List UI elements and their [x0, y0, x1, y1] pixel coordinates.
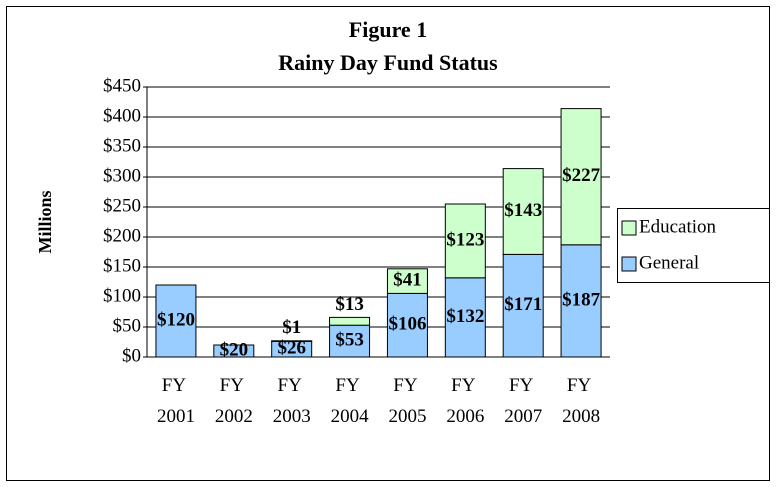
- data-label: $143: [504, 200, 542, 221]
- bar-segment: [329, 316, 371, 326]
- y-axis-label: Millions: [35, 190, 55, 253]
- data-label: $20: [220, 339, 249, 360]
- x-tick-line: 2006: [446, 406, 484, 427]
- bar-segment: [502, 168, 544, 255]
- bar-segment: [271, 340, 313, 342]
- bar-segment: [329, 324, 371, 358]
- y-tick-label: $100: [103, 285, 141, 306]
- x-tick-label: FY 2005: [388, 375, 426, 427]
- x-tick-label: FY 2003: [273, 375, 311, 427]
- x-tick-label: FY 2004: [331, 375, 370, 427]
- x-tick-line: FY: [393, 375, 421, 396]
- data-label: $53: [335, 329, 364, 350]
- x-tick-line: FY: [162, 375, 190, 396]
- x-tick-line: 2005: [388, 406, 426, 427]
- y-tick-label: $250: [103, 195, 141, 216]
- bar-segment: [386, 292, 428, 358]
- x-tick-line: 2002: [215, 406, 253, 427]
- legend-box: [617, 208, 770, 283]
- data-label: $227: [562, 165, 601, 186]
- y-tick-label: $350: [103, 135, 141, 156]
- x-tick-line: FY: [451, 375, 479, 396]
- x-tick-line: 2007: [504, 406, 542, 427]
- y-tick-label: $400: [103, 105, 141, 126]
- x-tick-label: FY 2008: [562, 375, 600, 427]
- legend-label: General: [639, 252, 699, 273]
- x-tick-label: FY 2002: [215, 375, 253, 427]
- x-tick-label: FY 2006: [446, 375, 484, 427]
- chart-title: Figure 1: [349, 17, 427, 42]
- bar-segment: [560, 244, 602, 358]
- data-label: $41: [393, 269, 422, 290]
- x-tick-line: FY: [335, 375, 363, 396]
- x-tick-line: FY: [278, 375, 306, 396]
- y-tick-label: $50: [113, 315, 142, 336]
- x-tick-line: FY: [220, 375, 248, 396]
- y-tick-label: $300: [103, 165, 141, 186]
- bar-segment: [155, 284, 197, 358]
- legend-label: Education: [639, 216, 717, 237]
- data-label: $26: [277, 338, 306, 359]
- legend-swatch: [621, 256, 637, 272]
- y-tick-label: $200: [103, 225, 141, 246]
- data-label: $1: [282, 317, 301, 338]
- data-label: $106: [388, 314, 426, 335]
- bar-segment: [444, 277, 486, 358]
- bar-segment: [560, 108, 602, 246]
- bar-segment: [444, 203, 486, 279]
- bar-segment: [502, 253, 544, 358]
- y-tick-label: $0: [122, 345, 141, 366]
- x-tick-line: FY: [567, 375, 595, 396]
- y-tick-label: $150: [103, 255, 141, 276]
- x-tick-line: 2008: [562, 406, 600, 427]
- x-tick-line: 2004: [331, 406, 370, 427]
- data-label: $13: [335, 294, 364, 315]
- x-tick-line: 2003: [273, 406, 311, 427]
- data-label: $123: [446, 229, 484, 250]
- x-tick-label: FY 2001: [157, 375, 195, 427]
- data-label: $171: [504, 294, 542, 315]
- data-label: $132: [446, 306, 484, 327]
- legend-swatch: [621, 220, 637, 236]
- data-label: $120: [157, 309, 195, 330]
- bar-segment: [213, 344, 255, 358]
- x-tick-label: FY 2007: [504, 375, 542, 427]
- y-tick-label: $450: [103, 75, 141, 96]
- x-tick-line: 2001: [157, 406, 195, 427]
- bar-segment: [386, 268, 428, 294]
- x-tick-line: FY: [509, 375, 537, 396]
- chart-subtitle: Rainy Day Fund Status: [278, 50, 498, 75]
- data-label: $187: [562, 289, 601, 310]
